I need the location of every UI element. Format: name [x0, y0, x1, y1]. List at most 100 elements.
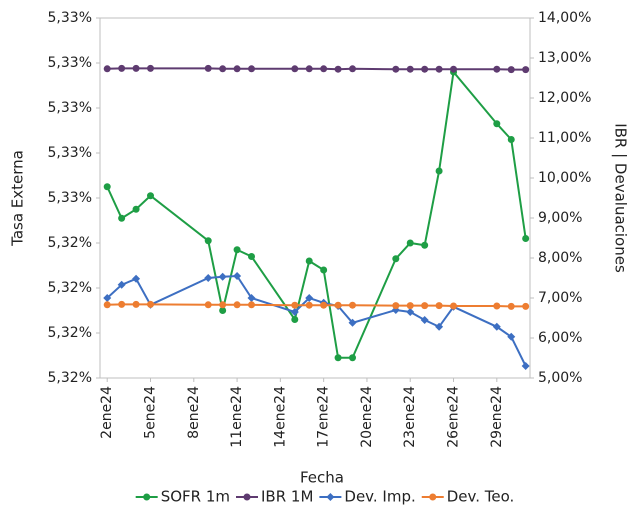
legend-marker — [326, 493, 335, 501]
data-point — [450, 65, 458, 73]
data-point — [435, 65, 443, 73]
data-point — [492, 322, 501, 331]
series-line — [107, 67, 526, 71]
y-tick-label: 5,33% — [48, 100, 92, 116]
data-point — [507, 302, 515, 310]
y2-tick-label: 14,00% — [538, 10, 591, 26]
data-point — [493, 120, 501, 128]
series-line — [107, 303, 526, 308]
data-point — [305, 65, 313, 73]
data-point — [219, 307, 227, 314]
data-point — [204, 274, 213, 282]
x-tick-label: 17ene24 — [316, 386, 332, 448]
data-point — [204, 301, 212, 309]
data-point — [507, 66, 515, 74]
y2-tick-label: 5,00% — [538, 370, 582, 386]
data-point — [406, 239, 414, 247]
data-point — [147, 64, 155, 72]
data-point — [147, 192, 155, 200]
legend-item: SOFR 1m — [135, 488, 230, 506]
x-axis-title: Fecha — [300, 469, 344, 487]
legend-marker — [143, 493, 151, 501]
x-tick-label: 26ene24 — [446, 386, 462, 448]
data-point — [334, 65, 342, 73]
data-point — [435, 322, 444, 331]
data-point — [349, 301, 357, 309]
y-tick-label: 5,33% — [48, 190, 92, 206]
data-point — [290, 308, 299, 316]
data-point — [219, 301, 227, 309]
x-tick-label: 20ene24 — [359, 386, 375, 448]
data-point — [117, 280, 126, 289]
y2-tick-label: 8,00% — [538, 250, 582, 266]
data-point — [435, 302, 443, 310]
y2-axis-title: IBR | Devaluaciones — [612, 123, 629, 273]
data-point — [233, 65, 241, 73]
x-tick-label: 29ene24 — [489, 386, 505, 448]
y2-tick-label: 13,00% — [538, 50, 591, 66]
data-point — [218, 272, 227, 281]
y-tick-label: 5,32% — [48, 325, 92, 341]
data-point — [435, 167, 443, 175]
data-point — [204, 237, 212, 245]
x-tick-label: 5ene24 — [143, 386, 159, 439]
data-point — [334, 354, 342, 362]
data-point — [421, 241, 429, 249]
y-tick-label: 5,32% — [48, 280, 92, 296]
series-line — [106, 274, 527, 367]
data-point — [233, 301, 241, 309]
data-point — [103, 65, 111, 73]
data-point — [118, 64, 126, 72]
data-point — [291, 65, 299, 73]
data-point — [334, 301, 342, 309]
data-point — [522, 235, 530, 242]
data-point — [219, 65, 227, 73]
data-point — [392, 65, 400, 73]
legend-label: Dev. Imp. — [344, 488, 415, 506]
y2-tick-label: 7,00% — [538, 290, 582, 306]
data-point — [406, 302, 414, 310]
data-point — [522, 66, 530, 74]
data-point — [421, 302, 429, 310]
legend-label: IBR 1M — [261, 488, 313, 506]
data-point — [507, 332, 516, 341]
legend-label: SOFR 1m — [161, 488, 230, 506]
data-point — [248, 253, 256, 260]
data-point — [118, 300, 126, 308]
data-point — [320, 266, 328, 274]
legend: SOFR 1m IBR 1M Dev. Imp. Dev. Teo. — [135, 488, 514, 506]
x-tick-label: 14ene24 — [272, 386, 288, 448]
y-tick-label: 5,32% — [48, 370, 92, 386]
x-tick-label: 23ene24 — [402, 386, 418, 448]
data-point — [132, 64, 140, 72]
data-point — [450, 302, 458, 310]
data-point — [132, 205, 140, 213]
data-point — [103, 301, 111, 309]
y-axis-title: Tasa Externa — [9, 150, 27, 247]
data-point — [147, 300, 155, 308]
data-point — [320, 301, 328, 309]
legend-marker — [243, 493, 251, 501]
data-point — [349, 354, 357, 362]
x-tick-label: 2ene24 — [99, 386, 115, 439]
data-point — [233, 272, 242, 280]
data-point — [132, 300, 140, 308]
y2-tick-label: 11,00% — [538, 130, 591, 146]
y-tick-label: 5,33% — [48, 10, 92, 26]
data-point — [406, 65, 414, 73]
data-point — [493, 302, 501, 310]
data-point — [291, 316, 299, 323]
data-point — [320, 65, 328, 73]
data-point — [348, 318, 357, 327]
data-point — [349, 65, 357, 73]
legend-item: Dev. Imp. — [319, 488, 416, 506]
data-point — [522, 302, 530, 310]
data-point — [406, 308, 415, 316]
data-point — [233, 246, 241, 254]
data-point — [521, 362, 530, 370]
data-point — [392, 255, 400, 263]
data-point — [291, 301, 299, 309]
y-tick-label: 5,33% — [48, 55, 92, 71]
data-point — [204, 64, 212, 72]
